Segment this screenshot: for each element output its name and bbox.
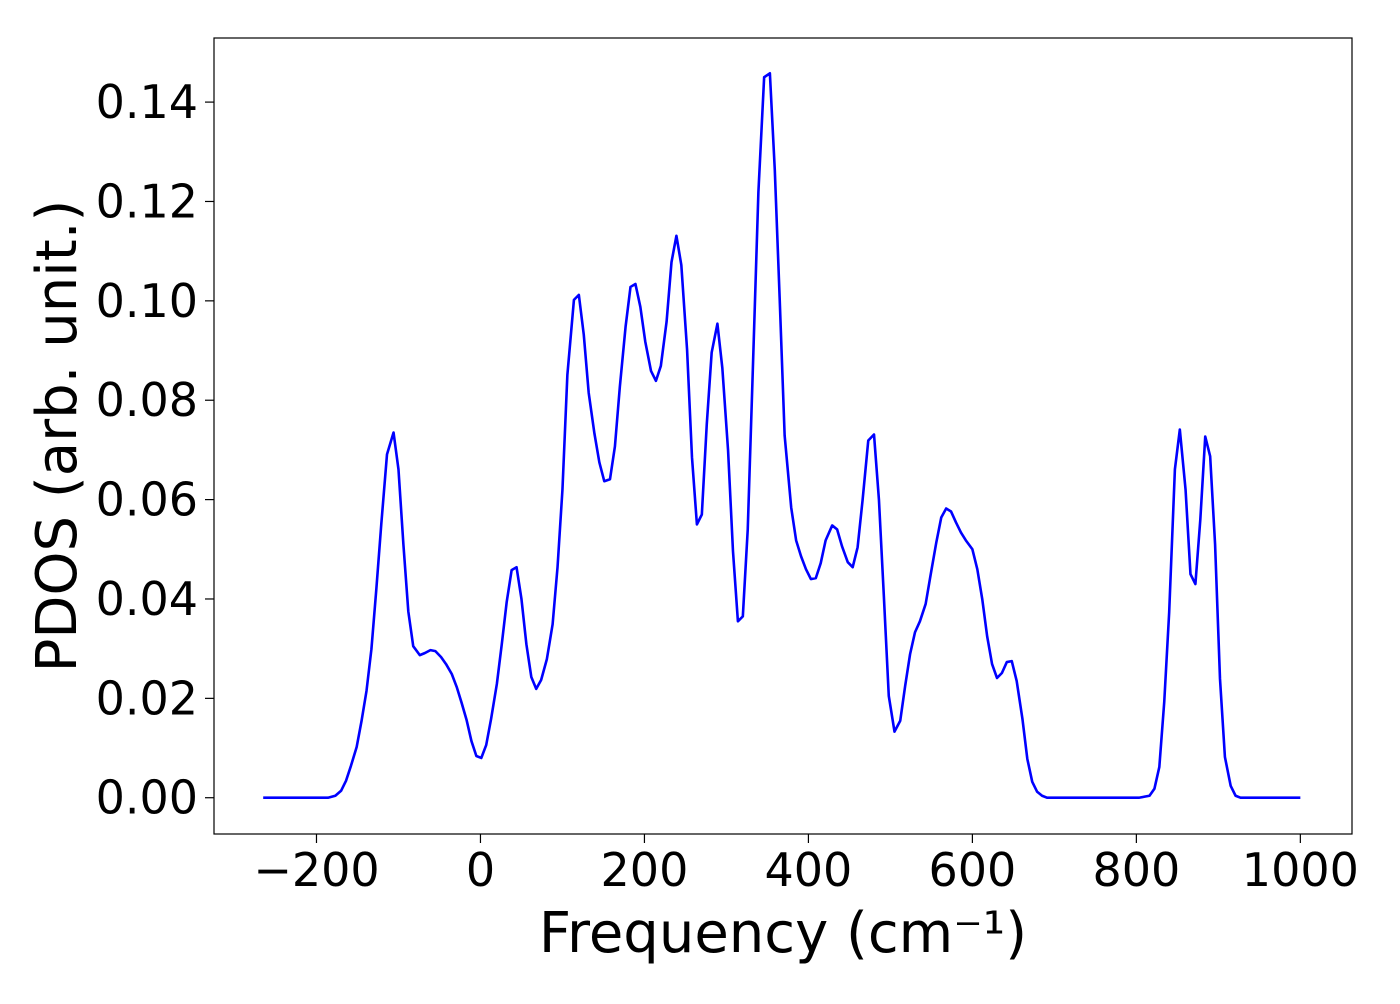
y-tick-label: 0.10 [96, 274, 198, 328]
y-tick-label: 0.00 [96, 771, 198, 825]
x-tick-label: −200 [253, 843, 379, 897]
x-tick-label: 400 [765, 843, 853, 897]
y-axis-label: PDOS (arb. unit.) [25, 200, 90, 673]
x-tick-label: 800 [1092, 843, 1180, 897]
x-tick-label: 600 [928, 843, 1016, 897]
x-tick-label: 1000 [1242, 843, 1359, 897]
y-tick-label: 0.12 [96, 174, 198, 228]
axes-frame [213, 37, 1353, 835]
y-tick-label: 0.02 [96, 671, 198, 725]
plot-area [263, 71, 1301, 800]
x-tick-label: 200 [601, 843, 689, 897]
line [263, 71, 1301, 800]
y-tick-label: 0.14 [96, 75, 198, 129]
y-tick-label: 0.06 [96, 473, 198, 527]
x-tick-label: 0 [466, 843, 495, 897]
x-axis-label: Frequency (cm⁻¹) [539, 901, 1027, 966]
y-tick-label: 0.04 [96, 572, 198, 626]
y-tick-label: 0.08 [96, 373, 198, 427]
